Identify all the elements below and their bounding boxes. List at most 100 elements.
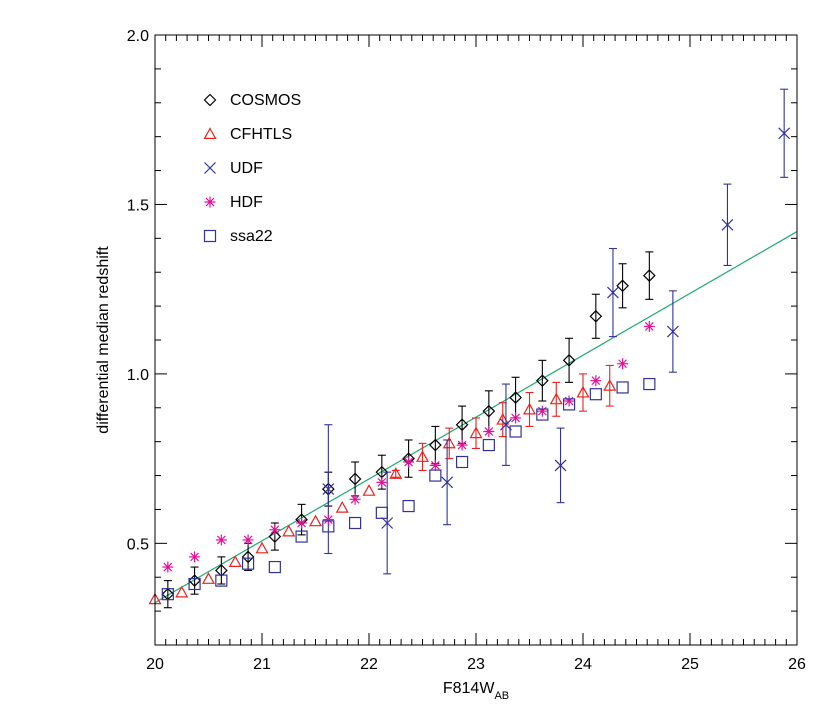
data-point bbox=[241, 550, 255, 564]
asterisk-stroke bbox=[618, 359, 627, 369]
data-point bbox=[322, 483, 335, 496]
data-point bbox=[375, 506, 388, 519]
data-point bbox=[188, 577, 201, 591]
legend-marker bbox=[203, 229, 217, 243]
y-tick-label: 0.5 bbox=[127, 536, 149, 553]
data-point bbox=[617, 358, 629, 370]
asterisk-stroke bbox=[323, 515, 333, 524]
legend-entry-hdf: HDF bbox=[204, 194, 263, 211]
x-tick-label: 22 bbox=[360, 656, 378, 673]
data-point bbox=[562, 353, 576, 367]
asterisk-stroke bbox=[190, 552, 199, 562]
data-point bbox=[241, 557, 255, 570]
asterisk-stroke bbox=[511, 413, 520, 423]
data-point bbox=[509, 425, 522, 438]
x-tick-label: 24 bbox=[574, 656, 592, 673]
data-point bbox=[403, 456, 415, 468]
data-point bbox=[269, 524, 281, 536]
data-point bbox=[428, 438, 442, 452]
data-point bbox=[308, 514, 323, 527]
data-point bbox=[242, 534, 254, 546]
data-point bbox=[616, 381, 629, 394]
legend-label: UDF bbox=[230, 160, 263, 177]
data-point bbox=[482, 404, 496, 418]
legend: COSMOS CFHTLS UDF HDF ssa22 bbox=[203, 92, 301, 245]
y-tick-label: 1.5 bbox=[127, 197, 149, 214]
data-point bbox=[189, 551, 201, 563]
data-point bbox=[295, 530, 308, 543]
axis-ticks: 20 21 22 23 24 25 26 0.5 1.0 1.5 2.0 bbox=[127, 28, 806, 673]
asterisk-stroke bbox=[591, 376, 601, 386]
legend-label: CFHTLS bbox=[230, 126, 292, 143]
cross-stroke bbox=[381, 517, 394, 529]
data-point bbox=[562, 398, 576, 411]
asterisk-stroke bbox=[377, 477, 387, 487]
legend-entry-ssa22: ssa22 bbox=[203, 228, 273, 245]
data-point bbox=[455, 418, 469, 432]
asterisk-stroke bbox=[163, 562, 173, 572]
x-tick-label: 23 bbox=[467, 656, 485, 673]
data-point bbox=[607, 286, 619, 299]
legend-marker bbox=[203, 127, 217, 139]
data-point bbox=[616, 279, 629, 293]
data-point bbox=[322, 514, 334, 526]
data-point bbox=[362, 484, 376, 496]
legend-entry-cfhtls: CFHTLS bbox=[203, 126, 292, 143]
y-tick-label: 1.0 bbox=[127, 367, 149, 384]
data-point bbox=[255, 541, 269, 554]
legend-marker bbox=[204, 196, 216, 208]
data-point bbox=[381, 517, 394, 529]
legend-marker bbox=[203, 93, 217, 107]
x-tick-label: 25 bbox=[681, 656, 699, 673]
cross-stroke bbox=[721, 218, 734, 231]
legend-entry-udf: UDF bbox=[204, 160, 263, 177]
data-point bbox=[509, 391, 522, 404]
x-axis-label-sub: AB bbox=[494, 690, 509, 702]
data-point bbox=[469, 426, 483, 439]
data-point bbox=[576, 385, 590, 398]
asterisk-stroke bbox=[216, 535, 226, 545]
data-point bbox=[349, 493, 361, 505]
x-axis-label-main: F814W bbox=[443, 680, 495, 697]
legend-marker bbox=[204, 162, 216, 174]
data-point bbox=[536, 408, 549, 421]
data-point bbox=[348, 516, 362, 530]
fit-line bbox=[154, 231, 798, 604]
data-point bbox=[721, 218, 734, 231]
asterisk-stroke bbox=[404, 457, 413, 467]
cross-stroke bbox=[554, 459, 567, 472]
cross-stroke bbox=[500, 418, 512, 431]
data-point bbox=[455, 455, 469, 469]
series-ssa22 bbox=[161, 377, 656, 601]
data-point bbox=[296, 517, 308, 529]
data-point bbox=[482, 438, 495, 452]
data-series-layer bbox=[148, 88, 791, 609]
cross-stroke bbox=[607, 286, 619, 299]
data-point bbox=[666, 325, 679, 338]
series-udf bbox=[322, 88, 791, 575]
data-point bbox=[563, 395, 575, 407]
asterisk-stroke bbox=[644, 322, 654, 331]
data-point bbox=[429, 459, 441, 471]
data-point bbox=[175, 585, 189, 598]
data-point bbox=[549, 392, 563, 405]
data-point bbox=[268, 530, 282, 543]
legend-label: HDF bbox=[230, 194, 263, 211]
data-point bbox=[456, 439, 468, 451]
data-point bbox=[268, 560, 281, 574]
fit-line-layer bbox=[154, 231, 798, 604]
data-point bbox=[348, 472, 362, 486]
asterisk-stroke bbox=[243, 535, 253, 545]
asterisk-stroke bbox=[270, 525, 280, 535]
data-point bbox=[442, 436, 456, 449]
x-axis-label: F814WAB bbox=[443, 680, 509, 702]
cross-stroke bbox=[322, 483, 335, 496]
cross-stroke bbox=[666, 325, 679, 338]
data-point bbox=[778, 127, 791, 140]
legend-entry-cosmos: COSMOS bbox=[203, 92, 301, 109]
data-point bbox=[643, 377, 656, 391]
data-point bbox=[201, 572, 216, 584]
data-point bbox=[643, 320, 655, 332]
data-point bbox=[522, 402, 537, 415]
